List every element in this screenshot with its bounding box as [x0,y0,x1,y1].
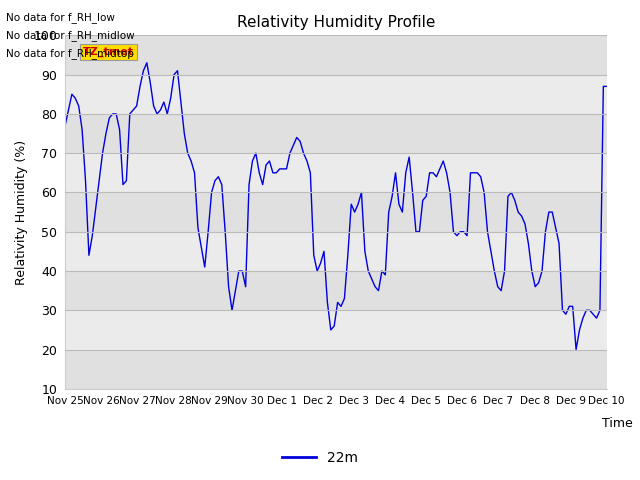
Bar [65,36,607,74]
Bar [65,271,607,310]
Title: Relativity Humidity Profile: Relativity Humidity Profile [237,15,435,30]
Bar [65,114,607,153]
Bar [65,349,607,389]
X-axis label: Time: Time [602,417,633,430]
Bar [65,192,607,232]
Bar [65,153,607,192]
Text: No data for f_RH_midlow: No data for f_RH_midlow [6,30,135,41]
Bar [65,232,607,271]
Text: No data for f_RH_low: No data for f_RH_low [6,12,115,23]
Legend: 22m: 22m [276,445,364,471]
Text: TZ_tmet: TZ_tmet [83,47,134,58]
Bar [65,74,607,114]
Text: No data for f_RH_midtop: No data for f_RH_midtop [6,48,134,60]
Bar [65,310,607,349]
Y-axis label: Relativity Humidity (%): Relativity Humidity (%) [15,140,28,285]
